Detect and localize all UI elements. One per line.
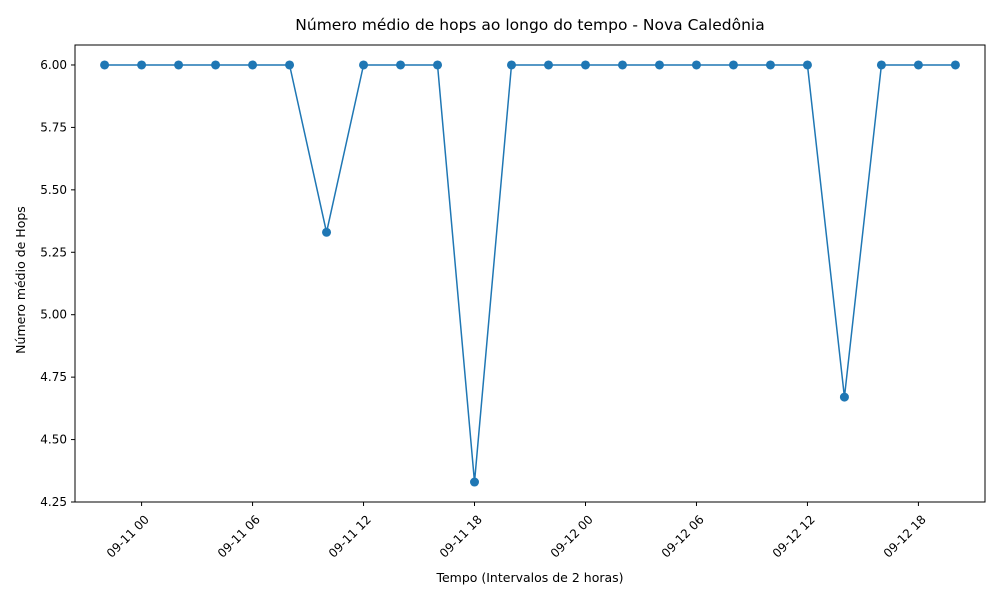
x-tick-label: 09-12 18 (881, 512, 929, 560)
data-point (100, 60, 110, 70)
data-point (765, 60, 775, 70)
data-point (470, 477, 480, 487)
data-point (174, 60, 184, 70)
y-tick-label: 4.25 (40, 495, 67, 509)
y-tick-label: 4.75 (40, 370, 67, 384)
y-tick-label: 5.00 (40, 308, 67, 322)
data-point (580, 60, 590, 70)
plot-area (74, 44, 986, 503)
data-point (691, 60, 701, 70)
data-point (433, 60, 443, 70)
data-point (839, 392, 849, 402)
data-point (322, 227, 332, 237)
data-point (507, 60, 516, 70)
y-tick-label: 5.75 (40, 120, 67, 134)
x-tick-label: 09-11 06 (215, 512, 263, 560)
data-point (211, 60, 221, 70)
data-point (728, 60, 738, 70)
y-tick-label: 5.50 (40, 183, 67, 197)
data-point (137, 60, 147, 70)
y-axis: 4.25 4.50 4.75 5.00 5.25 5.50 5.75 6.00 (40, 58, 75, 509)
data-point (248, 60, 258, 70)
x-tick-label: 09-11 12 (326, 512, 374, 560)
data-point (913, 60, 923, 70)
x-axis: 09-11 00 09-11 06 09-11 12 09-11 18 09-12 00… (104, 502, 929, 560)
x-tick-label: 09-12 12 (770, 512, 818, 560)
x-axis-label: Tempo (Intervalos de 2 horas) (435, 570, 623, 585)
data-point (544, 60, 553, 70)
y-tick-label: 6.00 (40, 58, 67, 72)
y-axis-label: Número médio de Hops (13, 206, 28, 354)
data-point (617, 60, 627, 70)
plot-frame (74, 44, 986, 503)
data-point (396, 60, 406, 70)
series-layer (100, 60, 960, 487)
x-tick-label: 09-11 00 (104, 512, 152, 560)
data-point (802, 60, 812, 70)
data-point (654, 60, 664, 70)
chart-title: Número médio de hops ao longo do tempo -… (295, 16, 764, 34)
x-tick-label: 09-12 06 (659, 512, 707, 560)
x-tick-label: 09-12 00 (548, 512, 596, 560)
series-line (104, 64, 956, 483)
data-point (359, 60, 369, 70)
data-point (285, 60, 295, 70)
x-tick-label: 09-11 18 (437, 512, 485, 560)
data-point (876, 60, 886, 70)
y-tick-label: 4.50 (40, 433, 67, 447)
data-point (950, 60, 960, 70)
y-tick-label: 5.25 (40, 245, 67, 259)
